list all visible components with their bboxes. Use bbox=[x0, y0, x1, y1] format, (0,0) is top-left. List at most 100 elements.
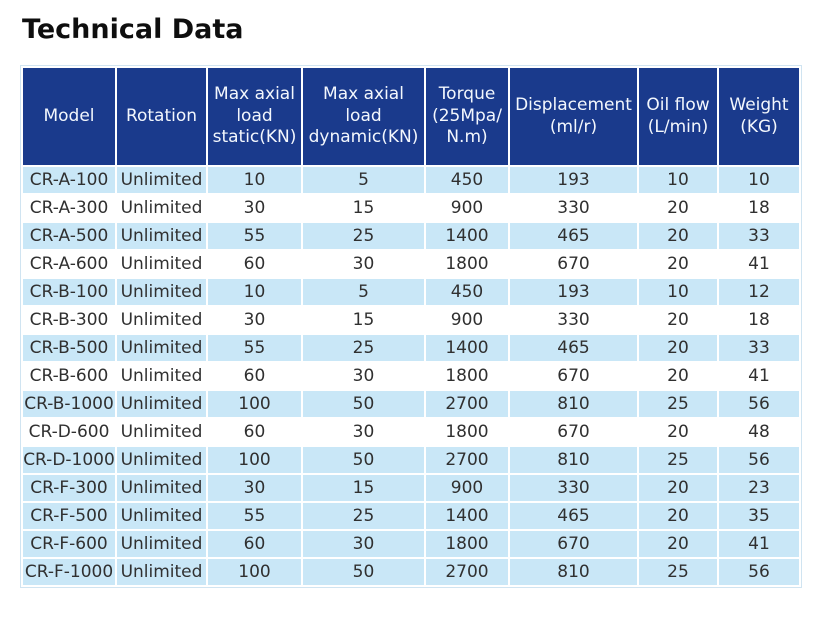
cell-model: CR-A-300 bbox=[23, 195, 115, 221]
cell-dynamic_load: 30 bbox=[303, 531, 424, 557]
cell-static_load: 100 bbox=[208, 559, 301, 585]
cell-weight: 41 bbox=[719, 363, 799, 389]
cell-oil_flow: 10 bbox=[639, 279, 717, 305]
cell-weight: 41 bbox=[719, 251, 799, 277]
cell-static_load: 60 bbox=[208, 363, 301, 389]
table-row: CR-B-100 Unlimited 10 5 450 193 10 12 bbox=[23, 279, 799, 305]
cell-torque: 2700 bbox=[426, 559, 508, 585]
column-header-displacement: Displacement (ml/r) bbox=[510, 68, 637, 165]
cell-static_load: 100 bbox=[208, 447, 301, 473]
cell-static_load: 55 bbox=[208, 223, 301, 249]
cell-displacement: 330 bbox=[510, 475, 637, 501]
table-row: CR-F-300 Unlimited 30 15 900 330 20 23 bbox=[23, 475, 799, 501]
cell-displacement: 330 bbox=[510, 195, 637, 221]
cell-torque: 1400 bbox=[426, 335, 508, 361]
cell-weight: 23 bbox=[719, 475, 799, 501]
cell-dynamic_load: 50 bbox=[303, 559, 424, 585]
cell-weight: 33 bbox=[719, 335, 799, 361]
cell-oil_flow: 20 bbox=[639, 531, 717, 557]
cell-rotation: Unlimited bbox=[117, 167, 206, 193]
column-header-weight: Weight (KG) bbox=[719, 68, 799, 165]
cell-displacement: 465 bbox=[510, 223, 637, 249]
cell-displacement: 330 bbox=[510, 307, 637, 333]
cell-oil_flow: 20 bbox=[639, 251, 717, 277]
cell-weight: 12 bbox=[719, 279, 799, 305]
cell-torque: 2700 bbox=[426, 447, 508, 473]
cell-dynamic_load: 30 bbox=[303, 419, 424, 445]
cell-torque: 1800 bbox=[426, 251, 508, 277]
cell-dynamic_load: 25 bbox=[303, 223, 424, 249]
cell-displacement: 193 bbox=[510, 279, 637, 305]
cell-rotation: Unlimited bbox=[117, 251, 206, 277]
cell-displacement: 670 bbox=[510, 251, 637, 277]
cell-static_load: 55 bbox=[208, 335, 301, 361]
table-row: CR-B-300 Unlimited 30 15 900 330 20 18 bbox=[23, 307, 799, 333]
table-header-row: Model Rotation Max axial load static(KN) Ma… bbox=[23, 68, 799, 165]
cell-displacement: 465 bbox=[510, 503, 637, 529]
cell-rotation: Unlimited bbox=[117, 503, 206, 529]
cell-oil_flow: 20 bbox=[639, 363, 717, 389]
cell-model: CR-A-600 bbox=[23, 251, 115, 277]
cell-rotation: Unlimited bbox=[117, 363, 206, 389]
cell-dynamic_load: 25 bbox=[303, 335, 424, 361]
cell-model: CR-A-500 bbox=[23, 223, 115, 249]
table-row: CR-D-1000 Unlimited 100 50 2700 810 25 56 bbox=[23, 447, 799, 473]
cell-torque: 900 bbox=[426, 475, 508, 501]
cell-dynamic_load: 15 bbox=[303, 307, 424, 333]
table-row: CR-F-1000 Unlimited 100 50 2700 810 25 56 bbox=[23, 559, 799, 585]
cell-oil_flow: 20 bbox=[639, 307, 717, 333]
page-title: Technical Data bbox=[22, 14, 244, 45]
cell-static_load: 55 bbox=[208, 503, 301, 529]
cell-rotation: Unlimited bbox=[117, 531, 206, 557]
cell-torque: 1800 bbox=[426, 363, 508, 389]
cell-model: CR-B-600 bbox=[23, 363, 115, 389]
cell-static_load: 30 bbox=[208, 307, 301, 333]
table-header: Model Rotation Max axial load static(KN) Ma… bbox=[23, 68, 799, 165]
cell-oil_flow: 20 bbox=[639, 503, 717, 529]
cell-torque: 2700 bbox=[426, 391, 508, 417]
table-row: CR-B-500 Unlimited 55 25 1400 465 20 33 bbox=[23, 335, 799, 361]
cell-torque: 1400 bbox=[426, 223, 508, 249]
cell-weight: 10 bbox=[719, 167, 799, 193]
table-body: CR-A-100 Unlimited 10 5 450 193 10 10 CR-A-300 Un… bbox=[23, 167, 799, 585]
cell-weight: 48 bbox=[719, 419, 799, 445]
cell-model: CR-A-100 bbox=[23, 167, 115, 193]
cell-oil_flow: 25 bbox=[639, 559, 717, 585]
cell-oil_flow: 20 bbox=[639, 419, 717, 445]
cell-model: CR-D-600 bbox=[23, 419, 115, 445]
cell-displacement: 465 bbox=[510, 335, 637, 361]
cell-rotation: Unlimited bbox=[117, 335, 206, 361]
column-header-oil_flow: Oil flow (L/min) bbox=[639, 68, 717, 165]
cell-rotation: Unlimited bbox=[117, 559, 206, 585]
cell-rotation: Unlimited bbox=[117, 223, 206, 249]
technical-data-table: Model Rotation Max axial load static(KN) Ma… bbox=[21, 66, 801, 587]
cell-dynamic_load: 30 bbox=[303, 251, 424, 277]
table-row: CR-F-500 Unlimited 55 25 1400 465 20 35 bbox=[23, 503, 799, 529]
cell-rotation: Unlimited bbox=[117, 307, 206, 333]
cell-static_load: 100 bbox=[208, 391, 301, 417]
cell-static_load: 60 bbox=[208, 531, 301, 557]
cell-dynamic_load: 15 bbox=[303, 475, 424, 501]
cell-model: CR-B-500 bbox=[23, 335, 115, 361]
cell-weight: 56 bbox=[719, 559, 799, 585]
cell-dynamic_load: 50 bbox=[303, 391, 424, 417]
cell-static_load: 10 bbox=[208, 167, 301, 193]
cell-oil_flow: 20 bbox=[639, 195, 717, 221]
cell-dynamic_load: 5 bbox=[303, 167, 424, 193]
cell-torque: 900 bbox=[426, 195, 508, 221]
column-header-static_load: Max axial load static(KN) bbox=[208, 68, 301, 165]
table-row: CR-A-300 Unlimited 30 15 900 330 20 18 bbox=[23, 195, 799, 221]
cell-weight: 41 bbox=[719, 531, 799, 557]
cell-oil_flow: 20 bbox=[639, 223, 717, 249]
cell-model: CR-B-300 bbox=[23, 307, 115, 333]
cell-displacement: 193 bbox=[510, 167, 637, 193]
cell-model: CR-F-600 bbox=[23, 531, 115, 557]
cell-weight: 18 bbox=[719, 307, 799, 333]
cell-model: CR-B-100 bbox=[23, 279, 115, 305]
cell-displacement: 670 bbox=[510, 419, 637, 445]
cell-static_load: 60 bbox=[208, 419, 301, 445]
cell-oil_flow: 25 bbox=[639, 391, 717, 417]
cell-torque: 450 bbox=[426, 167, 508, 193]
cell-rotation: Unlimited bbox=[117, 391, 206, 417]
cell-rotation: Unlimited bbox=[117, 475, 206, 501]
